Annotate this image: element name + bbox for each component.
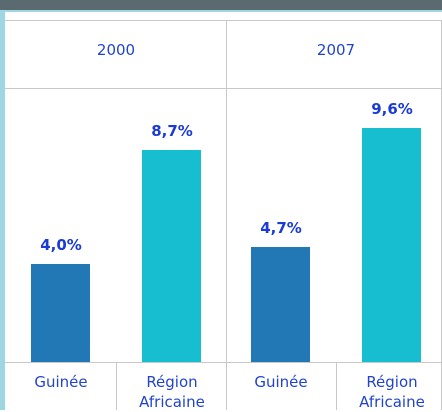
grid-line <box>5 88 442 89</box>
bar <box>142 149 201 362</box>
grid-line <box>116 362 117 410</box>
grid-line <box>5 362 442 363</box>
panel-title: 2000 <box>96 41 136 59</box>
value-label: 4,7% <box>260 219 302 238</box>
category-label: Région Africaine <box>139 373 205 411</box>
value-label: 4,0% <box>40 236 82 255</box>
value-label: 8,7% <box>151 121 193 140</box>
category-label: Guinée <box>254 373 308 391</box>
grid-line <box>226 20 227 410</box>
side-strip <box>0 12 5 410</box>
grid-line <box>336 362 337 410</box>
category-label: Guinée <box>34 373 88 391</box>
header-strip <box>0 0 442 12</box>
value-label: 9,6% <box>371 99 413 118</box>
panel-title: 2007 <box>316 41 356 59</box>
grid-line <box>5 20 442 21</box>
bar <box>31 264 90 362</box>
bar <box>251 247 310 362</box>
bar <box>362 127 421 362</box>
category-label: Région Africaine <box>359 373 425 411</box>
